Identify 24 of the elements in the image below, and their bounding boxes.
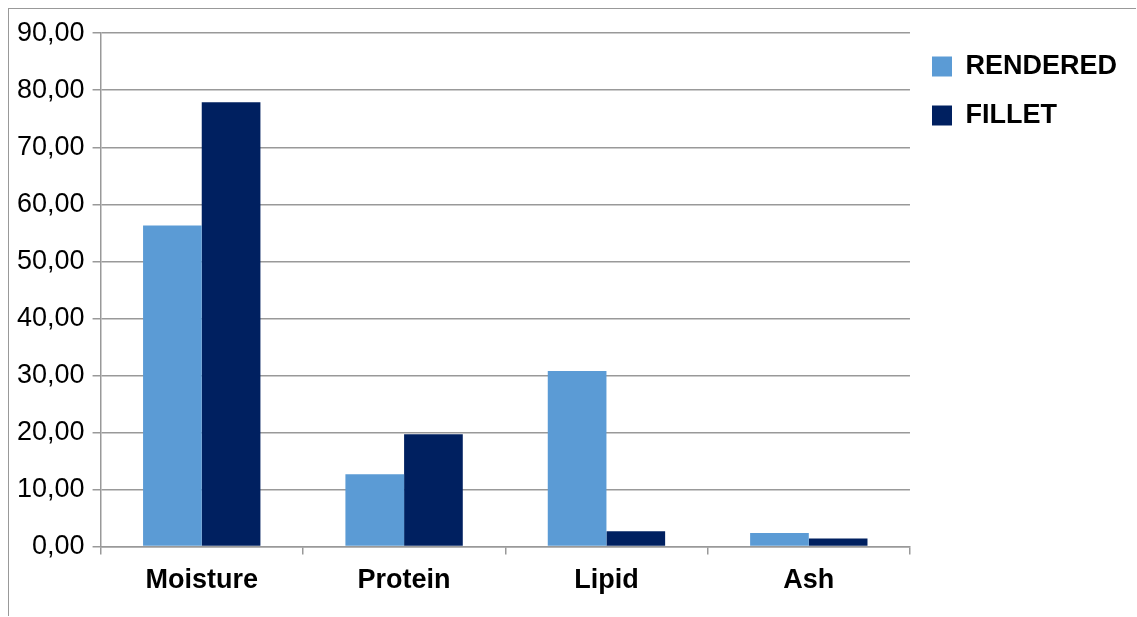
x-tick-label: Moisture: [145, 564, 258, 595]
legend-label: RENDERED: [965, 49, 1118, 80]
y-tick-label: 90,00: [16, 16, 85, 47]
bar: [606, 531, 666, 546]
bar: [547, 370, 607, 546]
y-tick-label: 70,00: [16, 130, 85, 161]
y-tick-label: 80,00: [16, 73, 85, 104]
y-tick-label: 50,00: [16, 244, 85, 275]
x-tick-label: Protein: [357, 564, 451, 595]
y-tick-label: 0,00: [32, 530, 85, 561]
legend-label: FILLET: [965, 98, 1058, 129]
y-tick-label: 60,00: [16, 187, 85, 218]
y-tick-label: 40,00: [16, 301, 85, 332]
bar: [201, 102, 261, 546]
x-tick-label: Ash: [783, 564, 835, 595]
y-tick-label: 20,00: [16, 415, 85, 446]
bar: [404, 434, 463, 546]
bar: [750, 532, 809, 546]
bar: [143, 225, 202, 546]
y-tick-label: 30,00: [16, 358, 85, 389]
y-tick-label: 10,00: [16, 473, 85, 504]
x-tick-label: Lipid: [574, 564, 639, 595]
bar: [808, 538, 868, 546]
bar: [345, 474, 405, 546]
